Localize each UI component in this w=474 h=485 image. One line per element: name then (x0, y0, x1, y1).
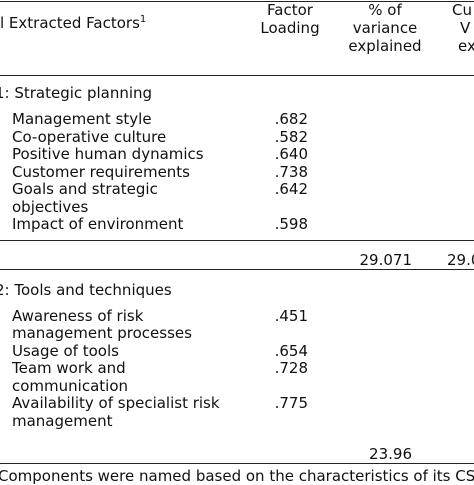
factor-loading: .642 (274, 180, 308, 198)
factor-loading: .654 (274, 341, 308, 360)
factor-name: Team work and (12, 359, 126, 377)
section-title: 1: Strategic planning (0, 84, 153, 102)
factor-loading: .640 (274, 145, 308, 163)
header-variance: variance (352, 19, 418, 37)
factor-name: Customer requirements (12, 162, 191, 181)
header-variance: % of (368, 1, 402, 19)
factor-name: management (12, 411, 113, 430)
factor-loading: .598 (274, 215, 308, 233)
footnote: Components were named based on the chara… (0, 467, 474, 485)
factor-loading: .682 (274, 110, 308, 128)
factor-name: Management style (12, 110, 152, 128)
rule (0, 268, 474, 270)
variance-explained: 23.96 (369, 445, 412, 463)
header-rule (0, 75, 474, 76)
factor-name: Co-operative culture (12, 127, 167, 146)
factor-name: Goals and strategic (12, 180, 158, 198)
header-loading: Loading (260, 19, 320, 37)
header-loading: Factor (267, 1, 313, 19)
variance-explained: 29.071 (359, 250, 413, 269)
header-cumulative: V (460, 19, 471, 37)
factor-loading: .738 (274, 162, 308, 181)
factor-name: Awareness of risk (12, 306, 144, 325)
header-cumulative: ex (458, 37, 474, 55)
header-variance: explained (348, 37, 422, 55)
header-text: l Extracted Factors (0, 14, 140, 32)
factor-name: Impact of environment (12, 215, 184, 233)
factor-name: communication (12, 376, 129, 395)
factor-name: objectives (12, 197, 89, 216)
cumulative-variance: 29.0 (447, 250, 474, 269)
factor-name: Positive human dynamics (12, 145, 204, 163)
footnote-mark: 1 (139, 14, 147, 25)
top-rule (0, 1, 474, 2)
header-factors: l Extracted Factors1 (0, 11, 146, 32)
factor-name: Availability of specialist risk (12, 394, 220, 412)
factor-loading: .582 (274, 127, 308, 146)
factor-name: Usage of tools (12, 341, 119, 360)
rule (0, 463, 474, 464)
rule (0, 239, 474, 241)
factor-name: management processes (12, 324, 192, 342)
factor-loading: .775 (274, 394, 308, 412)
header-cumulative: Cu (452, 1, 472, 19)
factor-loading: .728 (274, 359, 308, 377)
factor-loading: .451 (274, 306, 308, 325)
section-title: 2: Tools and techniques (0, 280, 172, 299)
